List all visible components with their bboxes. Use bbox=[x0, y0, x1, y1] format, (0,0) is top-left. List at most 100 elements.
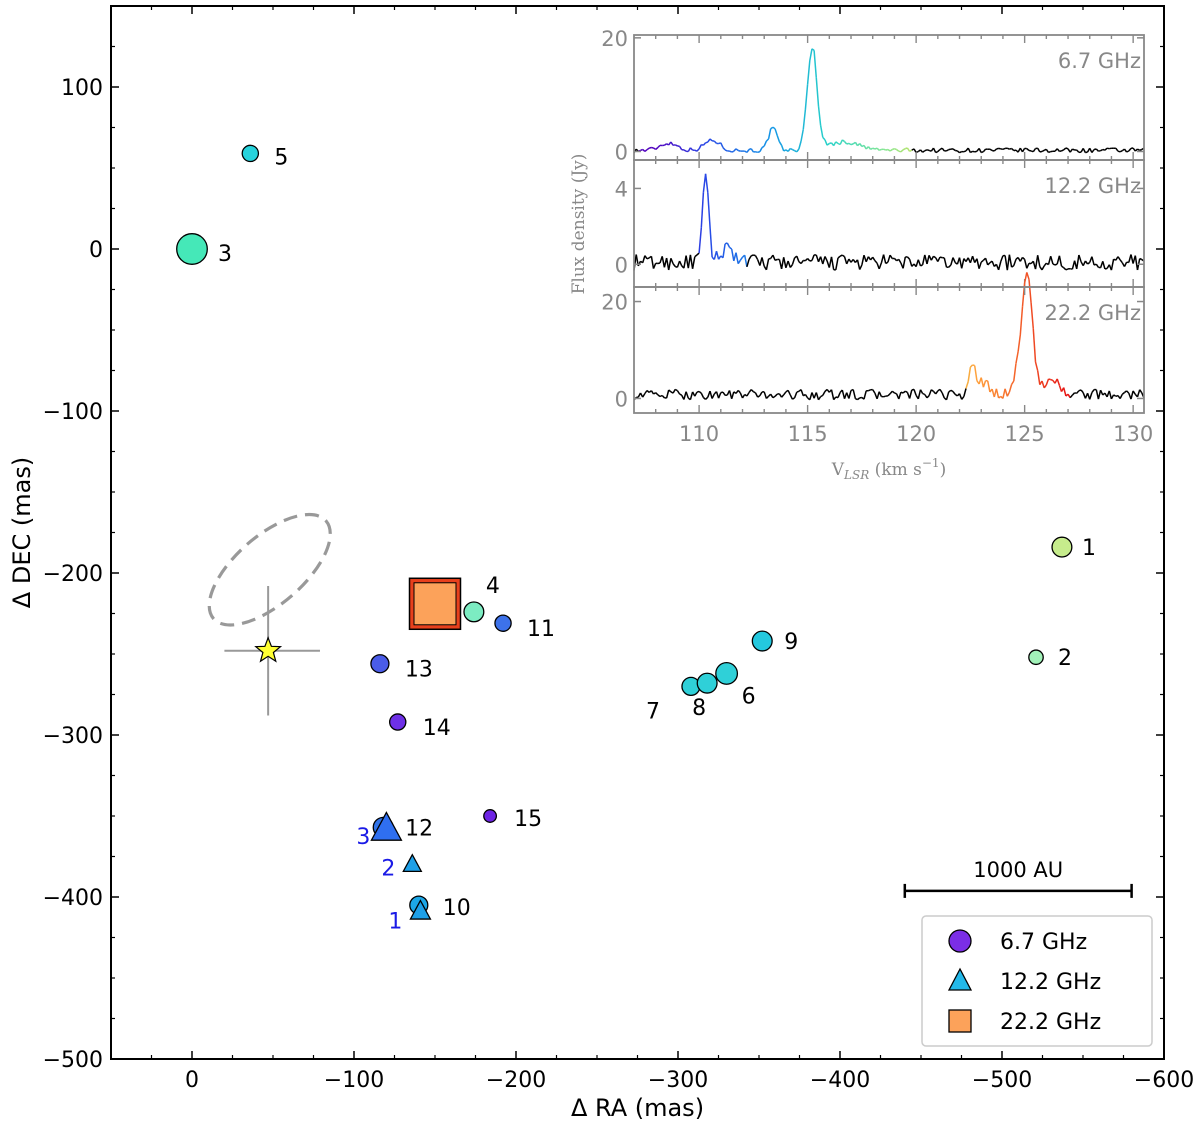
spectrum-segment bbox=[759, 391, 763, 396]
spectrum-segment bbox=[913, 148, 917, 153]
inset-y-tick-label: 20 bbox=[601, 27, 628, 51]
spectrum-segment bbox=[709, 138, 713, 142]
spectrum-segment bbox=[952, 257, 956, 263]
spectrum-segment bbox=[928, 149, 932, 152]
spectrum-segment bbox=[905, 147, 908, 150]
spot-6ghz-label: 3 bbox=[218, 242, 232, 267]
spectrum-segment bbox=[902, 256, 907, 269]
spectrum-segment bbox=[1085, 151, 1088, 154]
spectrum-segment bbox=[980, 259, 984, 263]
spectrum-segment bbox=[1026, 148, 1030, 152]
spectrum-segment bbox=[794, 150, 798, 153]
spectrum-segment bbox=[950, 389, 954, 393]
spectrum-segment bbox=[653, 392, 657, 395]
spectrum-segment bbox=[804, 394, 809, 399]
spectrum-segment bbox=[958, 393, 963, 400]
spot-6ghz-8 bbox=[696, 672, 718, 694]
spectrum-segment bbox=[926, 149, 930, 152]
spectrum-segment bbox=[722, 147, 726, 151]
spectrum-segment bbox=[868, 389, 871, 392]
spectrum-segment bbox=[754, 255, 759, 261]
spectrum-segment bbox=[973, 365, 978, 381]
spectrum-segment bbox=[689, 391, 694, 400]
spectrum-segment bbox=[646, 147, 650, 151]
spectrum-segment bbox=[893, 257, 898, 262]
y-tick-label: −200 bbox=[43, 562, 103, 587]
spectrum-segment bbox=[789, 394, 794, 400]
spectrum-segment bbox=[789, 264, 794, 268]
spectrum-segment bbox=[1045, 378, 1050, 386]
spectrum-segment bbox=[676, 390, 681, 395]
spot-12ghz-label: 2 bbox=[381, 857, 395, 882]
legend-label: 22.2 GHz bbox=[1000, 1010, 1101, 1035]
spectrum-segment bbox=[711, 393, 715, 399]
spectrum-segment bbox=[913, 389, 917, 396]
legend-box bbox=[921, 915, 1153, 1047]
spectrum-segment bbox=[1110, 259, 1115, 271]
spectrum-segment bbox=[830, 389, 835, 400]
spectrum-segment bbox=[724, 242, 728, 245]
spectrum-segment bbox=[887, 148, 891, 152]
spectrum-segment bbox=[935, 150, 939, 154]
spectrum-segment bbox=[1095, 148, 1099, 152]
spectrum-segment bbox=[679, 393, 683, 396]
spectrum-segment bbox=[1028, 279, 1032, 303]
spectrum-segment bbox=[650, 256, 655, 269]
spectrum-segment bbox=[730, 391, 735, 400]
spectrum-segment bbox=[917, 149, 921, 153]
spectrum-segment bbox=[793, 391, 798, 399]
spectrum-segment bbox=[1109, 147, 1112, 150]
spectrum-segment bbox=[1006, 254, 1011, 271]
inset-y-tick-label: 4 bbox=[615, 177, 628, 201]
spectrum-segment bbox=[841, 389, 846, 399]
spectrum-segment bbox=[883, 148, 886, 151]
spectrum-segment bbox=[874, 260, 878, 264]
spectrum-segment bbox=[655, 392, 659, 396]
spectrum-segment bbox=[996, 147, 999, 150]
spectrum-segment bbox=[649, 146, 652, 149]
spectrum-segment bbox=[1110, 394, 1115, 400]
spectrum-segment bbox=[926, 395, 930, 399]
spectrum-segment bbox=[1013, 149, 1017, 152]
inset-panel-frame bbox=[633, 286, 1145, 414]
spectrum-segment bbox=[906, 147, 911, 152]
spectrum-segment bbox=[835, 141, 839, 145]
spectrum-segment bbox=[1098, 149, 1101, 152]
spectrum-segment bbox=[707, 192, 711, 227]
spectrum-segment bbox=[809, 48, 813, 61]
spectrum-segment bbox=[889, 390, 893, 395]
spectrum-segment bbox=[1093, 263, 1097, 266]
spectrum-segment bbox=[1069, 148, 1074, 153]
spectrum-segment bbox=[898, 259, 902, 264]
inset-y-tick-label: 0 bbox=[615, 387, 628, 411]
spot-6ghz-label: 2 bbox=[1058, 646, 1072, 671]
x-tick-label: −100 bbox=[324, 1068, 384, 1093]
spot-6ghz-label: 13 bbox=[405, 658, 433, 683]
spectrum-segment bbox=[830, 256, 835, 270]
spectrum-segment bbox=[774, 258, 778, 262]
spectrum-segment bbox=[1099, 389, 1104, 396]
legend-circle-marker bbox=[948, 929, 972, 953]
spectrum-segment bbox=[1041, 265, 1045, 271]
spectrum-segment bbox=[665, 389, 670, 399]
spectrum-segment bbox=[969, 364, 974, 368]
spectrum-segment bbox=[822, 391, 826, 396]
spectrum-segment bbox=[859, 264, 863, 270]
spectrum-segment bbox=[826, 142, 830, 146]
spectrum-segment bbox=[709, 226, 713, 258]
spectrum-segment bbox=[1126, 390, 1130, 394]
spot-6ghz-label: 9 bbox=[784, 630, 798, 655]
spectrum-segment bbox=[1026, 272, 1030, 280]
spectrum-segment bbox=[800, 129, 805, 142]
spectrum-segment bbox=[817, 106, 822, 126]
spectrum-segment bbox=[986, 380, 991, 393]
spectrum-segment bbox=[1091, 149, 1095, 154]
spectrum-segment bbox=[967, 147, 972, 153]
spectrum-segment bbox=[737, 259, 741, 265]
inset-x-tick-label: 125 bbox=[1005, 422, 1045, 446]
spectrum-segment bbox=[1093, 148, 1097, 151]
spectrum-segment bbox=[1091, 256, 1095, 266]
spectrum-segment bbox=[987, 262, 991, 266]
spectrum-segment bbox=[652, 263, 657, 269]
spectrum-segment bbox=[848, 390, 852, 399]
